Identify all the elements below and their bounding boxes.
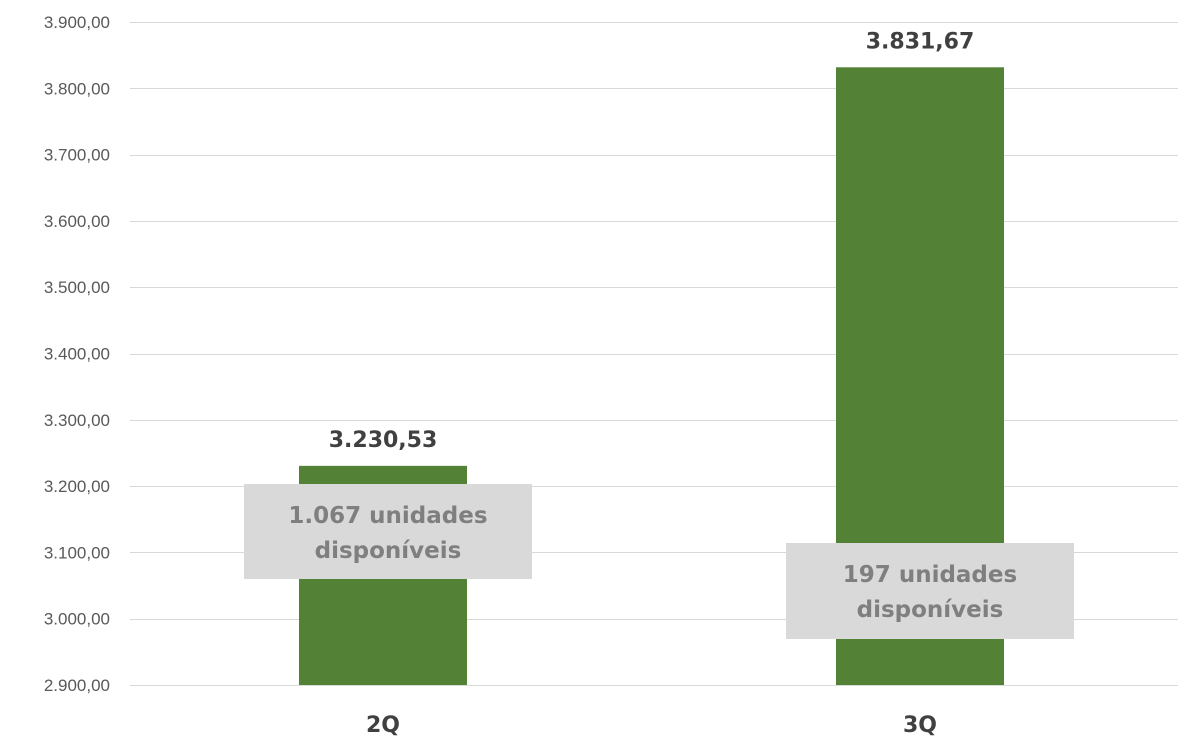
annotation-box-3q: 197 unidades disponíveis: [786, 543, 1074, 639]
y-axis-tick-labels: 2.900,00 3.000,00 3.100,00 3.200,00 3.300,00…: [44, 13, 110, 695]
y-tick-label: 3.900,00: [44, 13, 110, 32]
y-tick-label: 3.800,00: [44, 79, 110, 98]
annotation-text: disponíveis: [315, 538, 462, 564]
annotation-text: disponíveis: [857, 597, 1004, 623]
annotation-text: 197 unidades: [843, 562, 1017, 588]
y-tick-label: 3.200,00: [44, 477, 110, 496]
x-axis-category-labels: 2Q 3Q: [366, 713, 937, 736]
annotation-background: [244, 484, 532, 579]
annotation-text: 1.067 unidades: [288, 503, 487, 529]
annotation-box-2q: 1.067 unidades disponíveis: [244, 484, 532, 579]
y-tick-label: 3.100,00: [44, 543, 110, 562]
data-label-2q: 3.230,53: [329, 428, 438, 453]
y-tick-label: 3.700,00: [44, 146, 110, 165]
y-tick-label: 3.400,00: [44, 345, 110, 364]
y-tick-label: 3.600,00: [44, 212, 110, 231]
x-category-label: 2Q: [366, 713, 400, 736]
y-tick-label: 2.900,00: [44, 676, 110, 695]
annotation-background: [786, 543, 1074, 639]
y-tick-label: 3.000,00: [44, 610, 110, 629]
y-tick-label: 3.500,00: [44, 278, 110, 297]
x-category-label: 3Q: [903, 713, 937, 736]
data-label-3q: 3.831,67: [866, 29, 975, 54]
annotations: 1.067 unidades disponíveis 197 unidades dis…: [244, 484, 1074, 639]
data-labels: 3.230,53 3.831,67: [329, 29, 975, 453]
y-tick-label: 3.300,00: [44, 411, 110, 430]
